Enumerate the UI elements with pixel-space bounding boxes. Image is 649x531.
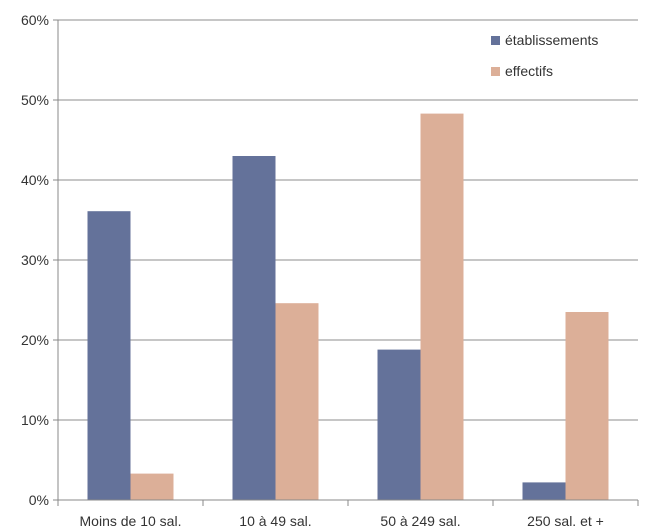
x-axis-ticks: Moins de 10 sal. 10 à 49 sal. 50 à 249 sal…: [57, 500, 639, 529]
bar-etablissements: [232, 156, 276, 500]
bar-etablissements: [377, 349, 421, 500]
bar-etablissements: [522, 482, 566, 500]
legend-label-effectifs: effectifs: [505, 63, 553, 79]
bars: [87, 113, 609, 500]
y-axis-ticks: 0% 10% 20% 30% 40% 50% 60%: [21, 12, 58, 508]
y-tick-label: 0%: [29, 492, 49, 508]
bar-effectifs: [130, 473, 174, 500]
bar-effectifs: [565, 312, 609, 500]
x-tick-label: 50 à 249 sal.: [380, 513, 460, 529]
y-tick-label: 20%: [21, 332, 49, 348]
legend-label-etablissements: établissements: [505, 32, 598, 48]
x-tick-label: Moins de 10 sal.: [80, 513, 182, 529]
x-tick-label: 250 sal. et +: [527, 513, 604, 529]
bar-effectifs: [275, 303, 319, 500]
legend-swatch-etablissements: [491, 36, 500, 45]
y-tick-label: 60%: [21, 12, 49, 28]
y-tick-label: 50%: [21, 92, 49, 108]
bar-etablissements: [87, 211, 131, 500]
y-tick-label: 40%: [21, 172, 49, 188]
legend: établissements effectifs: [491, 32, 598, 79]
y-tick-label: 10%: [21, 412, 49, 428]
gridlines: [58, 19, 638, 421]
legend-swatch-effectifs: [491, 67, 500, 76]
x-tick-label: 10 à 49 sal.: [239, 513, 311, 529]
y-tick-label: 30%: [21, 252, 49, 268]
bar-effectifs: [420, 113, 464, 500]
